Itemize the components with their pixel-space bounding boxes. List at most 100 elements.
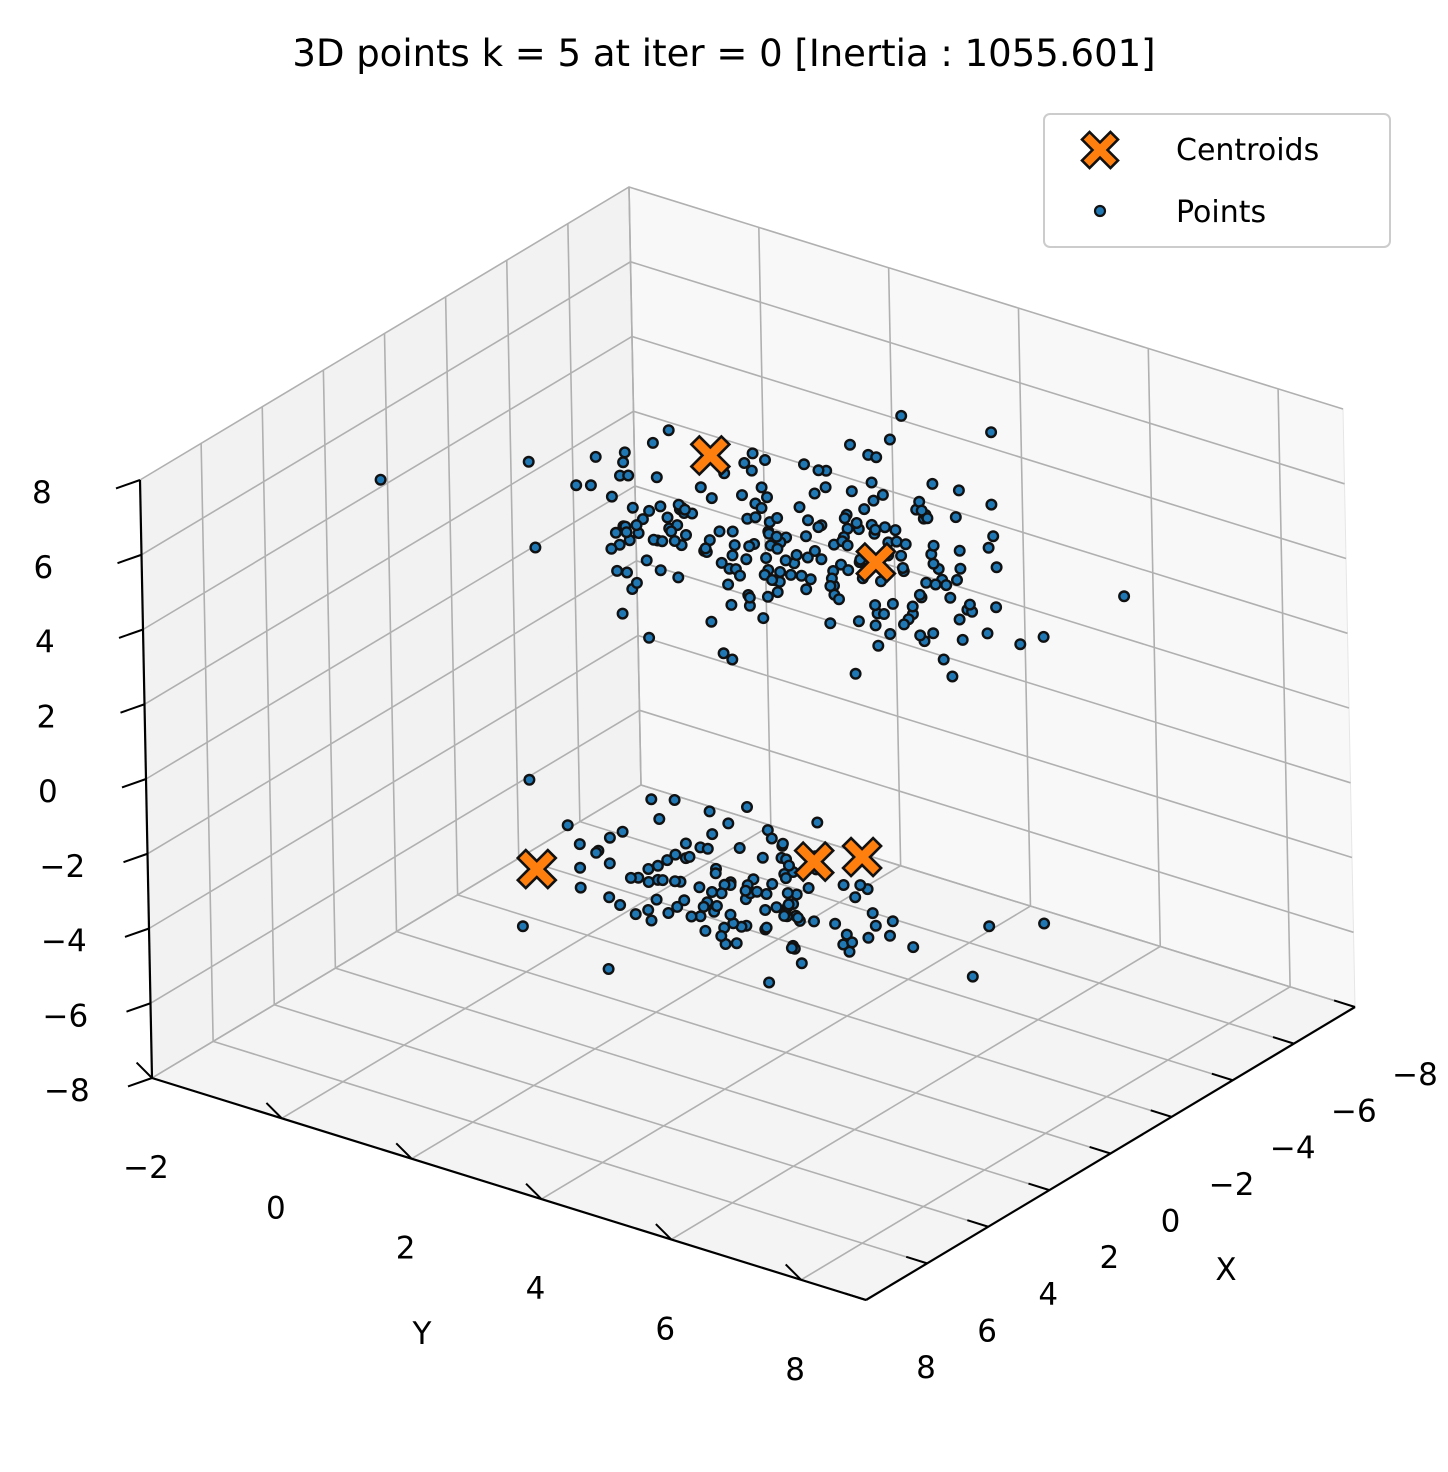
x-axis-tick — [1211, 1072, 1234, 1082]
data-point — [605, 490, 618, 503]
points-series — [374, 409, 1131, 989]
data-point — [669, 875, 682, 888]
data-point — [697, 900, 710, 913]
data-point — [869, 599, 882, 612]
data-point — [782, 898, 795, 911]
data-point — [854, 879, 867, 892]
x-axis-label: 4 — [1038, 1277, 1058, 1313]
data-point — [759, 454, 772, 467]
z-axis-tick — [115, 479, 141, 490]
data-point — [640, 554, 653, 567]
data-point — [927, 627, 940, 640]
tick-labels: −8 −6 −4 −2 0 2 4 6 8 −2 0 2 4 6 8 −8 −6 −4 −2 0 2 4 6 8 — [32, 475, 1438, 1388]
data-point — [872, 639, 885, 652]
x-axis-label: 0 — [1161, 1204, 1181, 1240]
z-axis-tick — [121, 778, 147, 789]
gridline-z — [145, 485, 1350, 780]
legend-centroids-marker — [1080, 130, 1120, 170]
x-axis-label: 6 — [977, 1313, 997, 1349]
data-point — [771, 512, 784, 525]
data-point — [715, 556, 728, 569]
data-point — [749, 511, 762, 524]
data-point — [755, 481, 768, 494]
x-axis-tick — [1150, 1109, 1172, 1118]
data-point — [624, 871, 637, 884]
data-point — [927, 539, 940, 552]
x-axis-label: X — [1215, 1252, 1236, 1288]
data-point — [866, 907, 879, 920]
data-point — [705, 615, 718, 628]
data-point — [630, 576, 643, 589]
data-point — [629, 908, 642, 921]
data-point — [728, 539, 741, 552]
data-point — [811, 816, 824, 829]
z-axis-label: −6 — [43, 998, 89, 1034]
data-point — [603, 831, 616, 844]
data-point — [760, 888, 773, 901]
x-axis-tick — [1089, 1145, 1111, 1155]
data-point — [899, 538, 912, 551]
data-point — [725, 598, 738, 611]
data-point — [956, 633, 969, 646]
data-point — [656, 874, 669, 887]
data-point — [654, 500, 667, 513]
y-axis-label: 0 — [266, 1190, 286, 1226]
data-point — [646, 436, 659, 449]
data-point — [740, 553, 753, 566]
data-point — [672, 571, 685, 584]
data-point — [709, 867, 722, 880]
data-point — [842, 564, 855, 577]
data-point — [981, 627, 994, 640]
data-point — [791, 911, 804, 924]
gridline-floor-y — [411, 865, 902, 1160]
data-point — [656, 535, 669, 548]
gridline-floor-x — [274, 1003, 989, 1228]
centroid-marker — [841, 836, 883, 878]
data-point — [756, 851, 769, 864]
data-point — [926, 477, 939, 490]
data-point — [651, 859, 664, 872]
data-point — [921, 512, 934, 525]
data-point — [746, 447, 759, 460]
data-point — [678, 503, 691, 516]
data-point — [683, 850, 696, 863]
data-point — [878, 521, 891, 534]
data-point — [761, 590, 774, 603]
data-point — [951, 574, 964, 587]
z-axis-tick — [124, 927, 150, 938]
gridline-floor-y — [800, 986, 1291, 1281]
data-point — [770, 901, 783, 914]
data-point — [800, 583, 813, 596]
data-point — [694, 481, 707, 494]
data-point — [1118, 590, 1131, 603]
data-point — [574, 861, 587, 874]
x-axis-label: −4 — [1270, 1130, 1316, 1166]
data-point — [766, 574, 779, 587]
data-point — [745, 464, 758, 477]
data-point — [838, 512, 851, 525]
data-point — [730, 937, 743, 950]
data-point — [760, 921, 773, 934]
data-point — [603, 857, 616, 870]
data-point — [779, 872, 792, 885]
gridline-floor-y — [281, 824, 772, 1120]
gridline-z — [150, 709, 1354, 1004]
data-point — [680, 529, 693, 542]
data-point — [693, 881, 706, 894]
z-axis-label: −4 — [41, 924, 87, 960]
data-point — [914, 629, 927, 642]
data-point — [869, 919, 882, 932]
data-point — [713, 525, 726, 538]
gridline-z — [147, 559, 1351, 855]
data-point — [983, 920, 996, 933]
x-axis-label: −2 — [1209, 1167, 1255, 1203]
data-point — [741, 801, 754, 814]
data-point — [715, 930, 728, 943]
legend-label-points: Points — [1176, 195, 1266, 230]
data-point — [630, 519, 643, 532]
x-axis-tick — [1028, 1182, 1050, 1192]
gridline-floor-x — [579, 820, 1295, 1045]
z-axis-label: 6 — [34, 550, 54, 586]
data-point — [849, 667, 862, 680]
